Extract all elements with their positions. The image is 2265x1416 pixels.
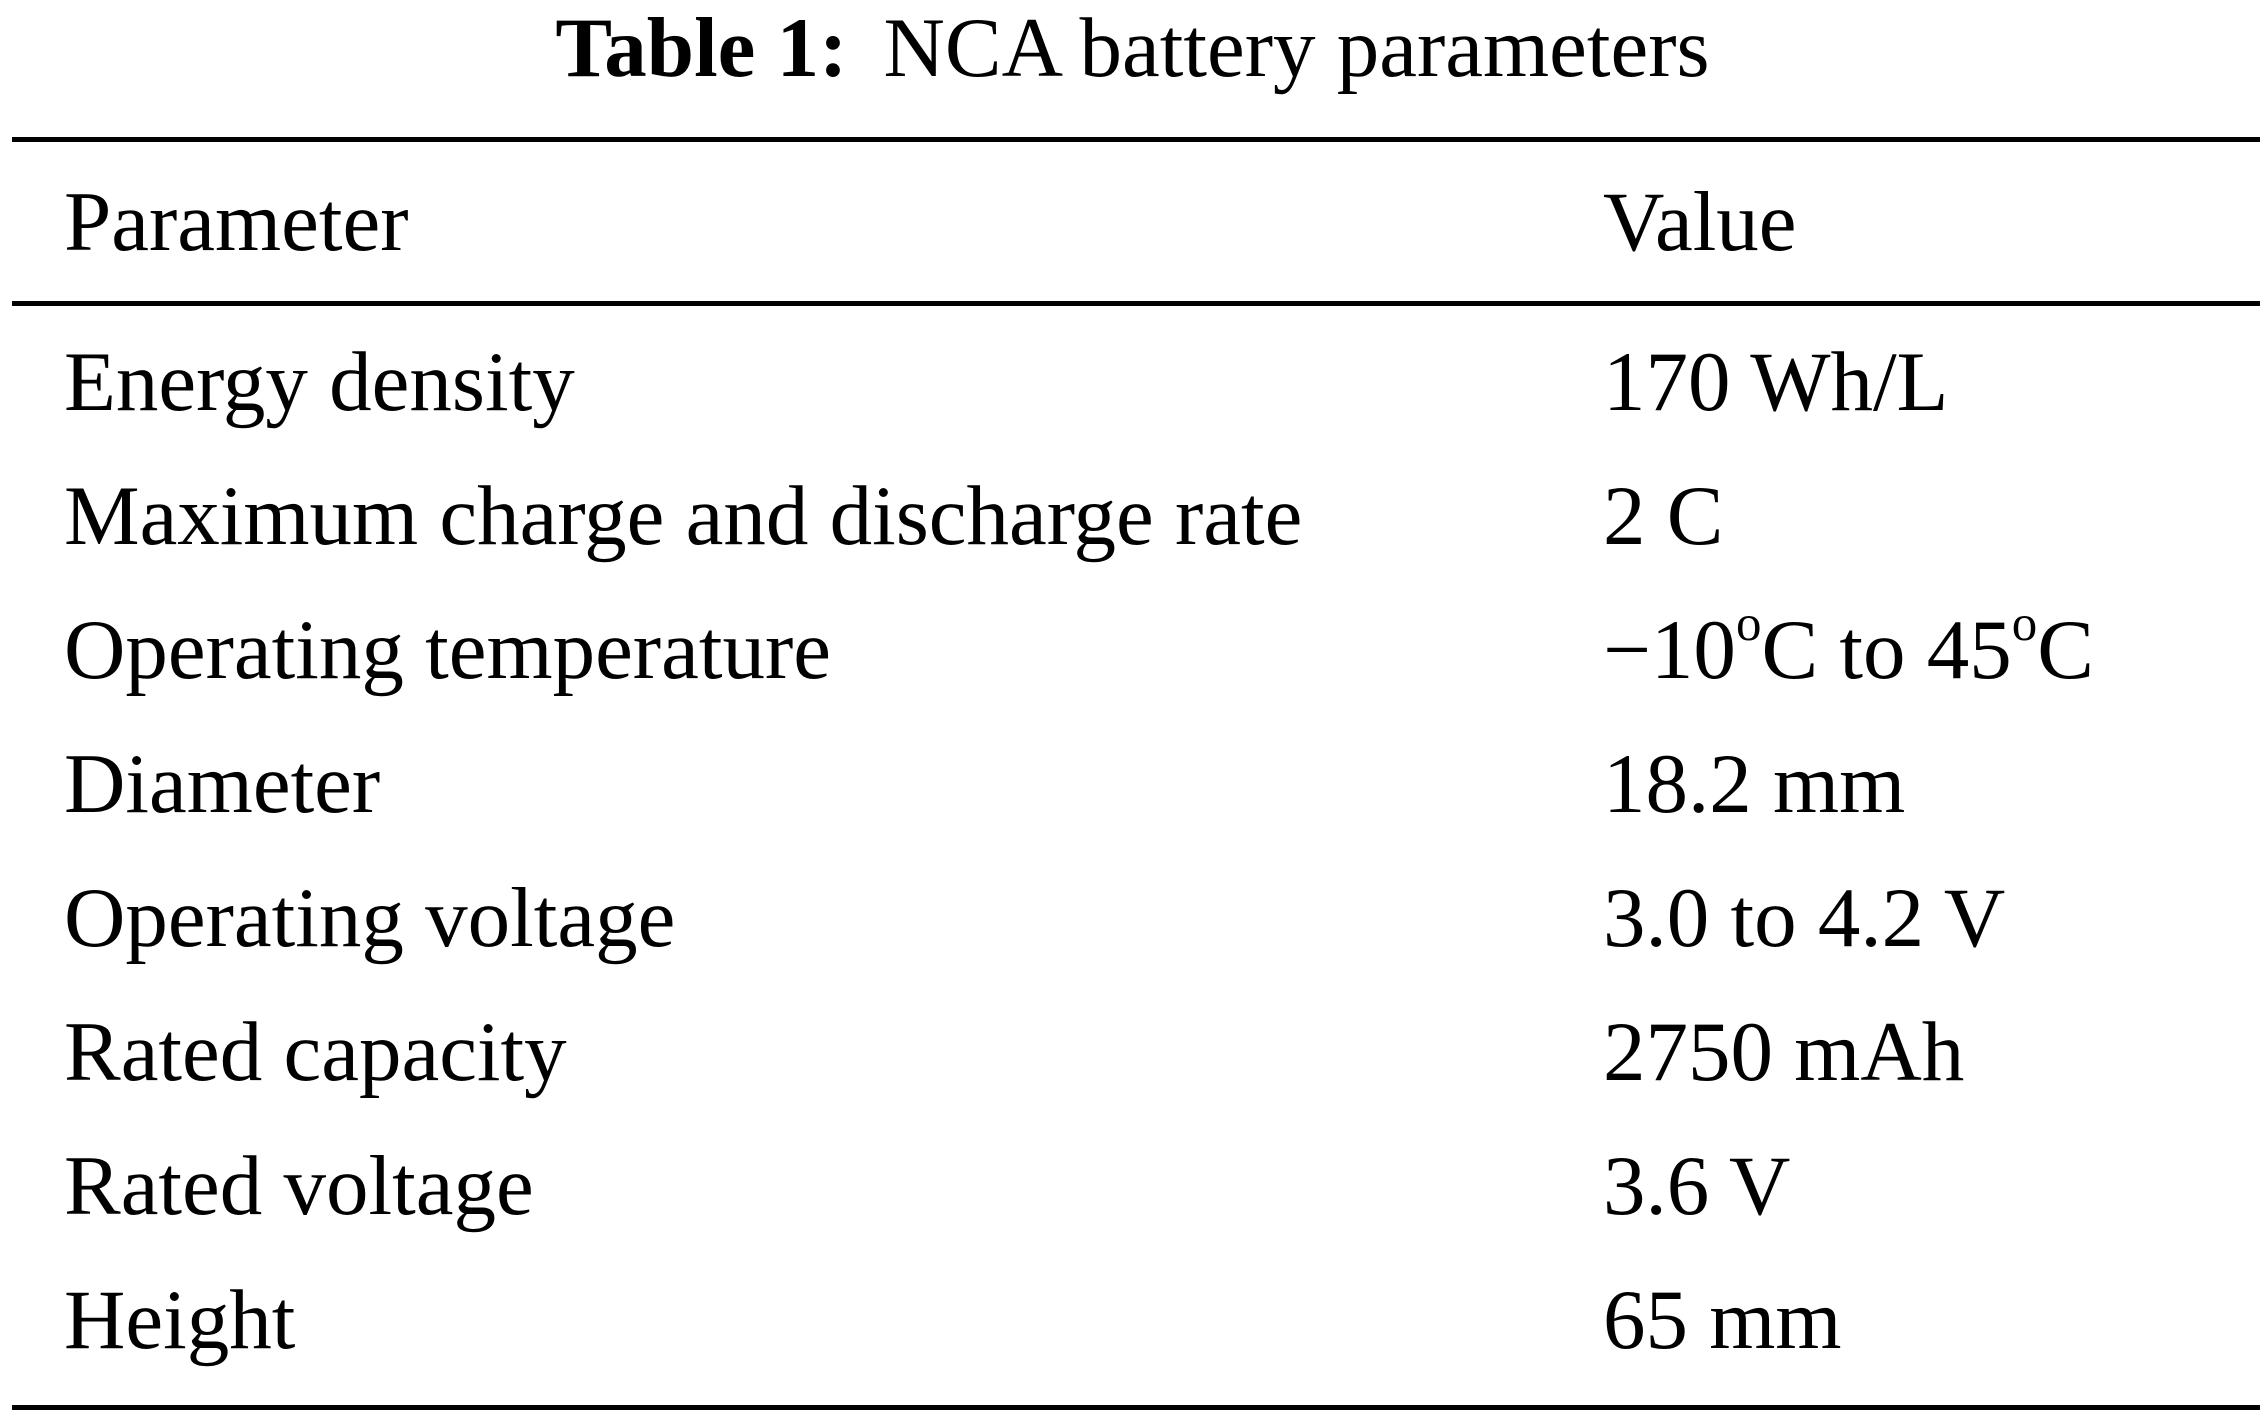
table-top-rule	[12, 137, 2260, 142]
row-0-parameter: Energy density	[64, 335, 575, 429]
row-3-value: 18.2 mm	[1603, 737, 1906, 831]
row-1-value: 2 C	[1603, 469, 1724, 563]
row-4-value: 3.0 to 4.2 V	[1603, 871, 2006, 965]
row-2-parameter: Operating temperature	[64, 603, 831, 697]
header-value: Value	[1603, 175, 1797, 269]
row-6-parameter: Rated voltage	[64, 1139, 534, 1233]
header-parameter: Parameter	[64, 175, 409, 269]
row-5-value: 2750 mAh	[1603, 1005, 1965, 1099]
row-4-parameter: Operating voltage	[64, 871, 676, 965]
row-0-value: 170 Wh/L	[1603, 335, 1949, 429]
table-caption: Table 1: NCA battery parameters	[0, 0, 2265, 98]
row-6-value: 3.6 V	[1603, 1139, 1791, 1233]
table-header-rule	[12, 301, 2260, 306]
row-3-parameter: Diameter	[64, 737, 381, 831]
row-7-value: 65 mm	[1603, 1273, 1842, 1367]
table-caption-text: NCA battery parameters	[883, 1, 1710, 95]
row-2-value: −10oC to 45oC	[1603, 595, 2094, 697]
table-bottom-rule	[12, 1405, 2260, 1410]
degree-mark: o	[1735, 595, 1762, 652]
degree-mark: o	[2011, 595, 2038, 652]
row-5-parameter: Rated capacity	[64, 1005, 567, 1099]
table-caption-label: Table 1:	[555, 1, 848, 95]
row-7-parameter: Height	[64, 1273, 296, 1367]
row-1-parameter: Maximum charge and discharge rate	[64, 469, 1303, 563]
